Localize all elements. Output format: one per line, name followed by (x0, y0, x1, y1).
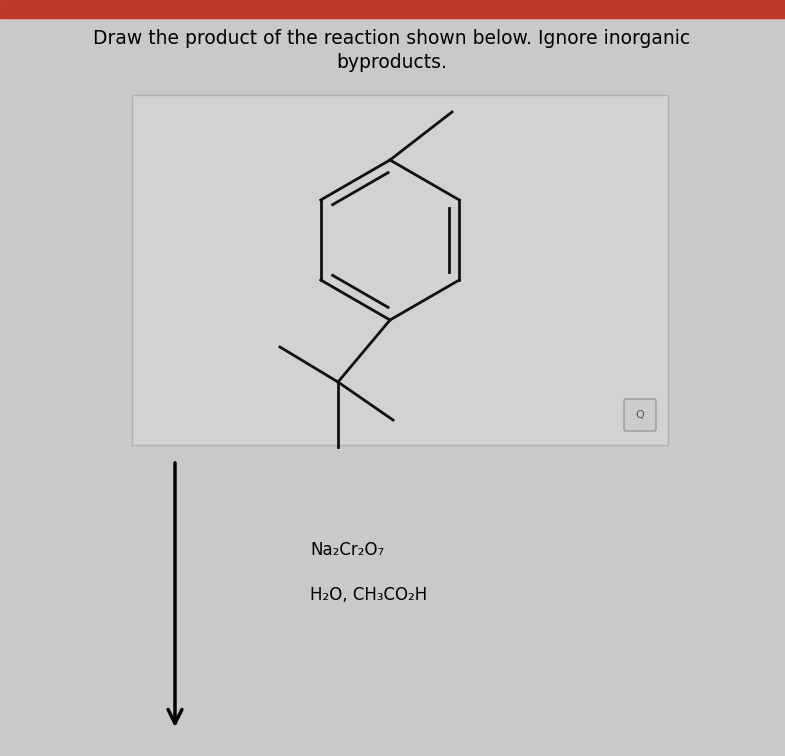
Bar (132, 95, 668, 445)
FancyBboxPatch shape (624, 399, 656, 431)
Text: byproducts.: byproducts. (337, 52, 447, 72)
Text: Q: Q (636, 410, 644, 420)
Text: Draw the product of the reaction shown below. Ignore inorganic: Draw the product of the reaction shown b… (93, 29, 691, 48)
Text: H₂O, CH₃CO₂H: H₂O, CH₃CO₂H (310, 586, 427, 604)
Bar (0, 0, 785, 18)
Text: Na₂Cr₂O₇: Na₂Cr₂O₇ (310, 541, 384, 559)
